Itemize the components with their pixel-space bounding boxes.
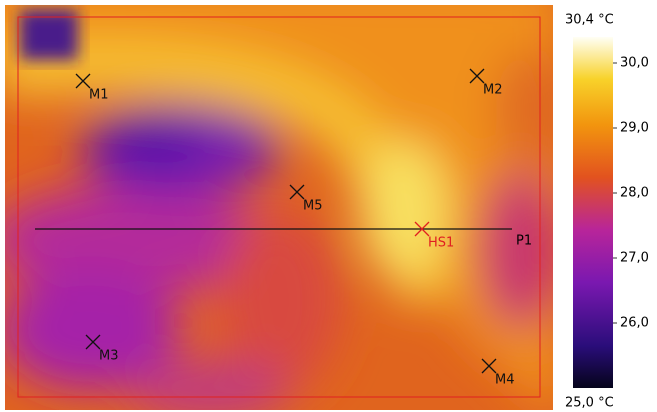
colorbar-min: 25,0 °C — [565, 396, 614, 411]
marker-label: M5 — [303, 199, 323, 214]
tick-label: 26,0 — [620, 316, 649, 331]
marker-label: HS1 — [428, 236, 454, 251]
marker-cross — [75, 73, 91, 89]
tick-label: 29,0 — [620, 121, 649, 136]
marker-label: M1 — [89, 88, 109, 103]
marker-label: M4 — [495, 373, 515, 388]
profile-label: P1 — [516, 234, 532, 249]
marker-label: M2 — [483, 83, 503, 98]
tick-label: 28,0 — [620, 186, 649, 201]
thermal-image — [5, 5, 553, 410]
colorbar-max: 30,4 °C — [565, 13, 614, 28]
marker-cross — [469, 68, 485, 84]
marker-label: M3 — [99, 349, 119, 364]
marker-cross — [481, 358, 497, 374]
marker-cross — [289, 184, 305, 200]
marker-cross — [414, 221, 430, 237]
colorbar — [573, 37, 613, 388]
tick-label: 30,0 — [620, 56, 649, 71]
marker-cross — [85, 334, 101, 350]
tick-label: 27,0 — [620, 251, 649, 266]
